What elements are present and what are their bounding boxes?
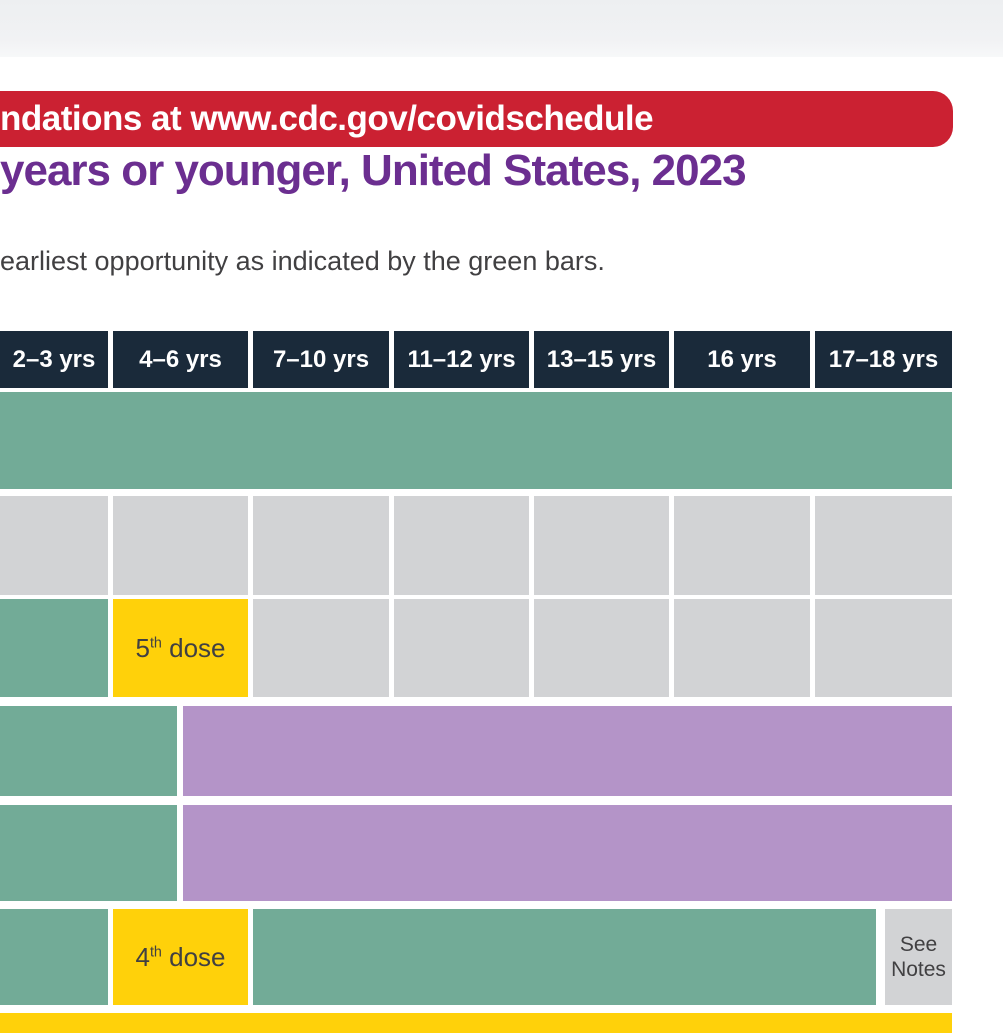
- recommended-bar: [253, 909, 876, 1005]
- fourth-dose-label: 4th dose: [135, 941, 226, 972]
- no-recommendation-cell: [394, 496, 529, 595]
- see-notes-cell: See Notes: [885, 909, 952, 1005]
- no-recommendation-cell: [113, 496, 248, 595]
- no-recommendation-cell: [815, 599, 952, 697]
- age-header-row: 2–3 yrs 4–6 yrs 7–10 yrs 11–12 yrs 13–15…: [0, 331, 952, 388]
- high-risk-bar: [183, 805, 952, 901]
- recommended-cell: [0, 706, 177, 796]
- no-recommendation-cell: [674, 599, 810, 697]
- recommended-bar: [0, 392, 952, 489]
- catchup-bar: [0, 1013, 952, 1033]
- fifth-dose-cell: 5th dose: [113, 599, 248, 697]
- age-header-cell-13-15-yrs: 13–15 yrs: [534, 331, 669, 388]
- age-header-cell-11-12-yrs: 11–12 yrs: [394, 331, 529, 388]
- vaccine-row-1: [0, 392, 952, 489]
- no-recommendation-cell: [253, 496, 389, 595]
- age-header-cell-4-6-yrs: 4–6 yrs: [113, 331, 248, 388]
- no-recommendation-cell: [674, 496, 810, 595]
- intro-text: earliest opportunity as indicated by the…: [0, 246, 605, 276]
- page-top-edge: [0, 0, 1003, 57]
- vaccine-row-7-partial: [0, 1013, 952, 1033]
- recommended-cell: [0, 909, 108, 1005]
- high-risk-bar: [183, 706, 952, 796]
- age-header-cell-17-18-yrs: 17–18 yrs: [815, 331, 952, 388]
- no-recommendation-cell: [534, 496, 669, 595]
- age-header-cell-7-10-yrs: 7–10 yrs: [253, 331, 389, 388]
- schedule-title: years or younger, United States, 2023: [0, 146, 747, 195]
- see-notes-line1: See: [899, 932, 938, 956]
- covid-schedule-banner-text: ndations at www.cdc.gov/covidschedule: [0, 99, 654, 138]
- vaccine-row-4: [0, 706, 952, 796]
- recommended-cell: [0, 599, 108, 697]
- vaccine-row-3: 5th dose: [0, 599, 952, 697]
- fifth-dose-label: 5th dose: [135, 632, 226, 663]
- recommended-cell: [0, 805, 177, 901]
- vaccine-row-5: [0, 805, 952, 901]
- no-recommendation-cell: [394, 599, 529, 697]
- fourth-dose-cell: 4th dose: [113, 909, 248, 1005]
- no-recommendation-cell: [815, 496, 952, 595]
- no-recommendation-cell: [534, 599, 669, 697]
- vaccine-row-6: 4th dose See Notes: [0, 909, 952, 1005]
- no-recommendation-cell: [0, 496, 108, 595]
- age-header-cell-2-3-yrs: 2–3 yrs: [0, 331, 108, 388]
- see-notes-line2: Notes: [891, 958, 946, 981]
- covid-schedule-banner[interactable]: ndations at www.cdc.gov/covidschedule: [0, 91, 953, 147]
- vaccine-row-2: [0, 496, 952, 595]
- age-header-cell-16-yrs: 16 yrs: [674, 331, 810, 388]
- no-recommendation-cell: [253, 599, 389, 697]
